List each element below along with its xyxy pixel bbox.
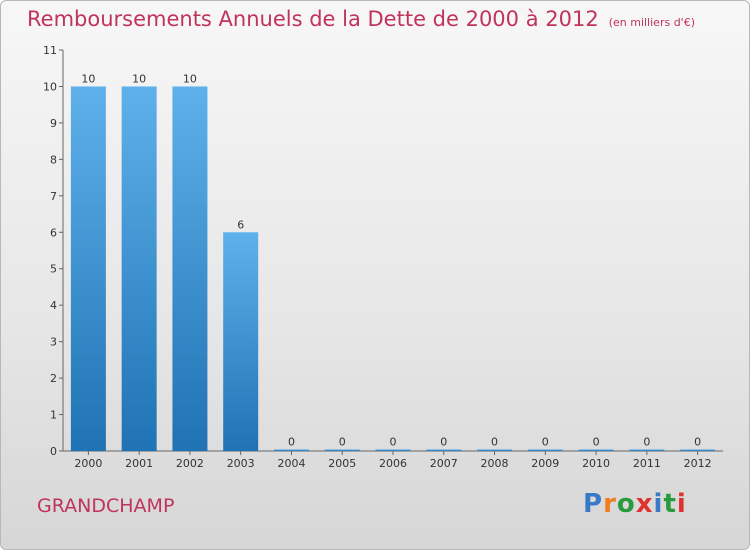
title-text: Remboursements Annuels de la Dette de 20… xyxy=(27,7,599,31)
y-tick-label: 0 xyxy=(50,445,57,458)
x-tick-label-2008: 2008 xyxy=(481,457,509,470)
data-label-2001: 10 xyxy=(132,72,146,85)
y-tick-label: 3 xyxy=(50,336,57,349)
data-label-2000: 10 xyxy=(81,72,95,85)
logo-letter: o xyxy=(616,489,636,519)
bar-2002 xyxy=(172,86,208,452)
x-tick-label-2010: 2010 xyxy=(582,457,610,470)
x-tick-label-2006: 2006 xyxy=(379,457,407,470)
bar-2012 xyxy=(680,449,716,451)
x-tick-label-2012: 2012 xyxy=(684,457,712,470)
bar-2011 xyxy=(629,449,665,451)
y-tick-label: 9 xyxy=(50,117,57,130)
unit-note: (en milliers d'€) xyxy=(608,16,695,29)
x-tick-label-2007: 2007 xyxy=(430,457,458,470)
logo-letter: i xyxy=(676,489,687,519)
bar-2003 xyxy=(223,232,259,451)
data-label-2012: 0 xyxy=(694,436,701,449)
data-label-2003: 6 xyxy=(237,218,244,231)
bar-2008 xyxy=(477,449,513,451)
data-label-2006: 0 xyxy=(390,436,397,449)
x-tick-label-2009: 2009 xyxy=(531,457,559,470)
logo-letter: x xyxy=(635,489,654,519)
data-label-2008: 0 xyxy=(491,436,498,449)
y-tick-label: 4 xyxy=(50,299,57,312)
x-tick-label-2003: 2003 xyxy=(227,457,255,470)
x-tick-label-2000: 2000 xyxy=(74,457,102,470)
logo-letter: i xyxy=(653,489,664,519)
x-tick-label-2011: 2011 xyxy=(633,457,661,470)
data-label-2009: 0 xyxy=(542,436,549,449)
x-tick-label-2002: 2002 xyxy=(176,457,204,470)
data-label-2002: 10 xyxy=(183,72,197,85)
x-tick-label-2005: 2005 xyxy=(328,457,356,470)
bar-2001 xyxy=(121,86,157,452)
y-tick-label: 8 xyxy=(50,153,57,166)
y-tick-label: 1 xyxy=(50,409,57,422)
data-label-2005: 0 xyxy=(339,436,346,449)
data-label-2011: 0 xyxy=(643,436,650,449)
proxiti-logo: Proxiti xyxy=(583,489,687,519)
x-tick-label-2004: 2004 xyxy=(277,457,305,470)
chart-title: Remboursements Annuels de la Dette de 20… xyxy=(27,7,695,31)
bar-2000 xyxy=(70,86,106,452)
y-tick-label: 10 xyxy=(43,80,57,93)
x-tick-label-2001: 2001 xyxy=(125,457,153,470)
logo-letter: r xyxy=(603,489,617,519)
y-tick-label: 2 xyxy=(50,372,57,385)
bar-2007 xyxy=(426,449,462,451)
data-label-2004: 0 xyxy=(288,436,295,449)
y-tick-label: 5 xyxy=(50,263,57,276)
bar-2006 xyxy=(375,449,411,451)
y-tick-label: 6 xyxy=(50,226,57,239)
bar-2010 xyxy=(578,449,614,451)
logo-letter: P xyxy=(583,489,604,519)
bar-2004 xyxy=(273,449,309,451)
data-label-2007: 0 xyxy=(440,436,447,449)
logo-letter: t xyxy=(663,489,677,519)
y-tick-label: 11 xyxy=(43,44,57,57)
data-label-2010: 0 xyxy=(593,436,600,449)
y-tick-label: 7 xyxy=(50,190,57,203)
bar-2005 xyxy=(324,449,360,451)
commune-name: GRANDCHAMP xyxy=(37,495,175,517)
bar-2009 xyxy=(527,449,563,451)
